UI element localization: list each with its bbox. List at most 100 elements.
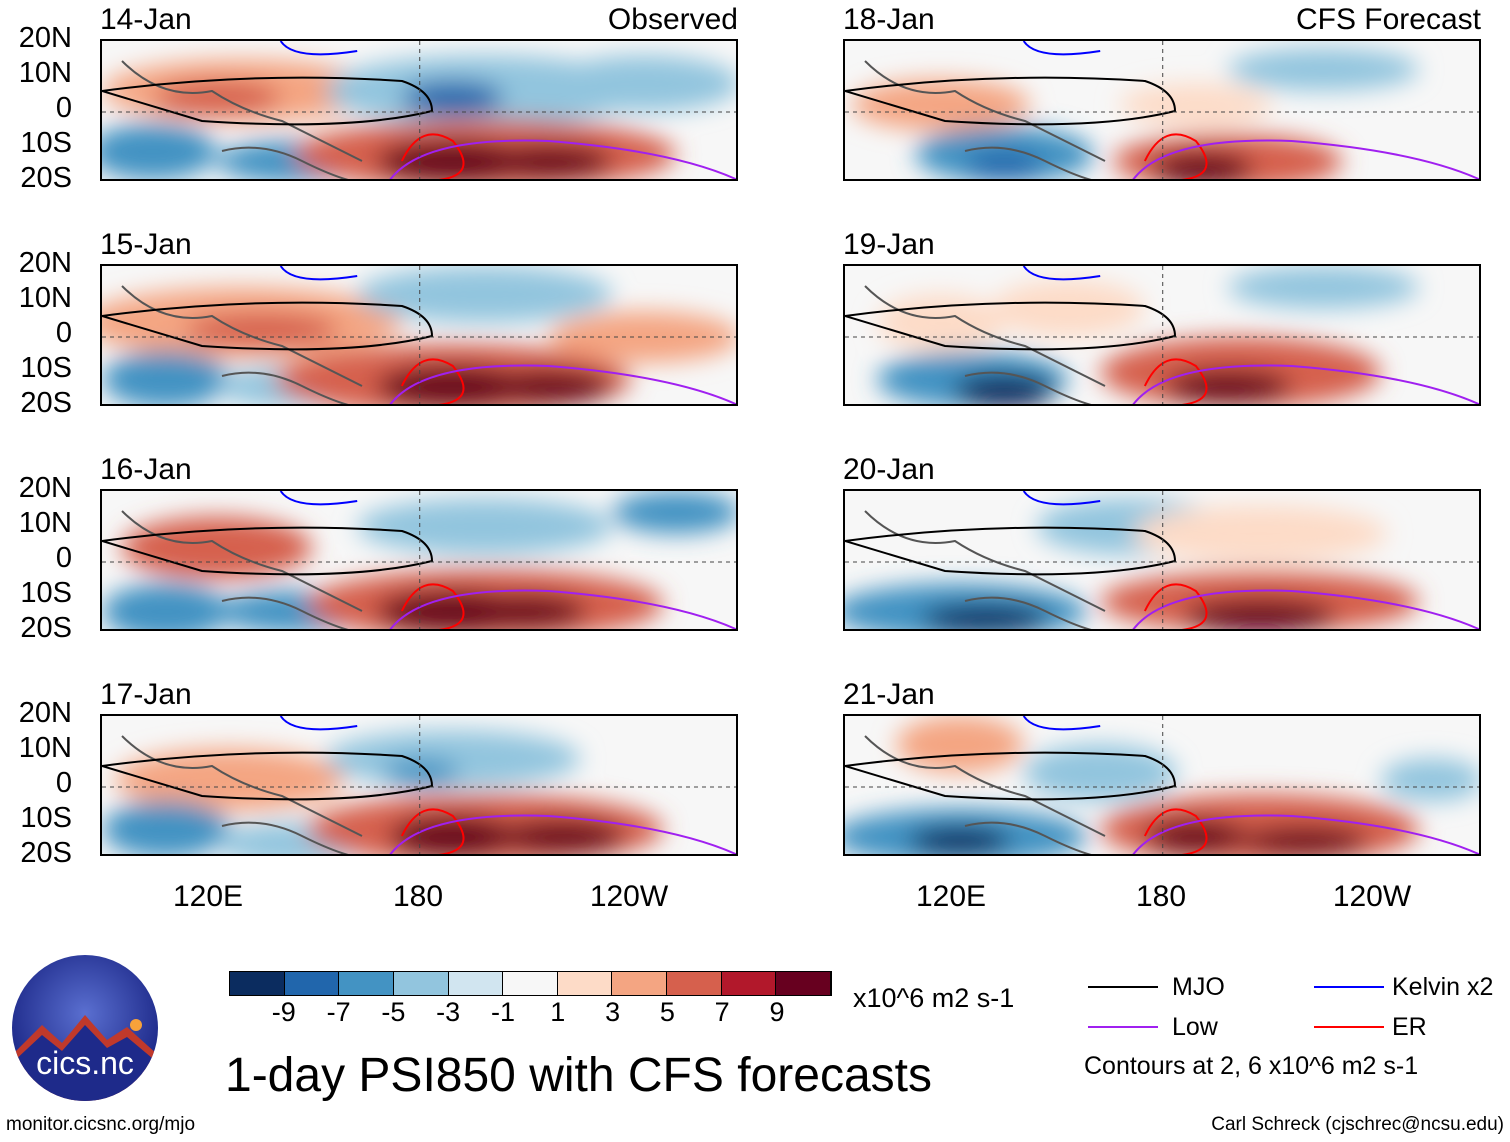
mjo-contour [102,526,434,576]
colorbar-swatch [339,972,394,995]
anomaly-region [459,594,587,629]
panel-date: 15-Jan [100,228,192,261]
lat-label: 0 [55,92,72,124]
anomaly-region [1144,819,1247,854]
colorbar-units: x10^6 m2 s-1 [853,983,1015,1013]
anomaly-region [357,266,613,323]
colorbar-swatch [284,972,340,995]
colorbar-label: -9 [271,997,296,1027]
colorbar-label: 9 [769,997,785,1027]
legend-line-er [1314,1026,1384,1028]
legend-label-mjo: MJO [1172,973,1225,1001]
anomaly-region [1164,369,1292,404]
panel-title: CFS Forecast [1295,3,1481,36]
colorbar-label: 5 [659,997,675,1027]
colorbar-label: 3 [605,997,621,1027]
legend-line-low [1088,1026,1158,1028]
colorbar-swatch [448,972,504,995]
panel-date: 14-Jan [100,3,192,36]
anomaly-region [1132,505,1388,562]
lat-label: 20S [20,612,72,644]
legend-note: Contours at 2, 6 x10^6 m2 s-1 [1084,1052,1419,1080]
coastline [121,285,363,404]
lat-label: 20S [20,837,72,869]
colorbar-label: 1 [550,997,566,1027]
anomaly-region [548,311,736,363]
lat-label: 10S [20,802,72,834]
lon-label: 180 [392,880,444,913]
lat-label: 20S [20,387,72,419]
lat-label: 20N [18,247,72,279]
anomaly-region [991,280,1145,337]
map-panel [100,264,738,406]
anomaly-region [953,373,1056,404]
lat-label: 20N [18,22,72,54]
colorbar-label: -7 [326,997,351,1027]
lat-label: 10N [18,732,72,764]
legend-label-low: Low [1172,1013,1218,1041]
anomaly-region [1227,48,1420,91]
colorbar-swatch [230,972,285,995]
anomaly-region [1380,758,1479,802]
kelvin-contour [1022,41,1101,56]
anomaly-region [382,758,460,787]
kelvin-contour [279,41,358,56]
low-contour [389,589,736,629]
anomaly-region [121,516,313,580]
kelvin-contour [1022,716,1101,731]
colorbar-swatch [667,972,722,995]
anomaly-region [401,80,504,115]
anomaly-region [851,79,1031,131]
kelvin-contour [279,716,358,731]
cics-logo: cics.nc [12,955,158,1101]
colorbar-swatch [503,972,558,995]
anomaly-region [484,369,613,404]
panel-title: Observed [607,3,738,36]
map-panel [843,39,1481,181]
anomaly-region [153,80,281,115]
kelvin-contour [279,266,358,281]
lat-label: 0 [55,542,72,574]
anomaly-region [102,287,402,359]
legend-line-mjo [1088,986,1158,988]
legend-line-kelvin [1314,986,1384,988]
legend: MJO Kelvin x2 Low ER Contours at 2, 6 x1… [1084,970,1508,1090]
low-contour [1132,589,1479,629]
low-contour [389,364,736,404]
lat-label: 20N [18,697,72,729]
anomaly-region [1151,151,1254,179]
panel-date: 16-Jan [100,453,192,486]
colorbar-swatch [393,972,449,995]
map-panel [100,489,738,631]
colorbar [229,971,832,996]
footer-credit: Carl Schreck (cjschrec@ncsu.edu) [1211,1114,1504,1135]
panel-date: 18-Jan [843,3,935,36]
legend-label-er: ER [1392,1013,1427,1041]
lat-label: 10S [20,577,72,609]
lat-label: 20S [20,162,72,194]
coastline [864,735,1106,854]
anomaly-region [357,498,613,555]
anomaly-region [548,55,736,112]
colorbar-label: -3 [436,997,461,1027]
mjo-contour [845,751,1177,801]
lat-label: 20N [18,472,72,504]
coastline [864,510,1106,629]
anomaly-region [612,491,736,534]
logo-text: cics.nc [36,1045,134,1081]
anomaly-region [497,819,626,854]
lat-label: 10N [18,507,72,539]
colorbar-label: -5 [381,997,406,1027]
anomaly-region [966,151,1043,179]
colorbar-swatch [776,972,832,995]
er-contour [1143,133,1208,179]
mjo-contour [845,526,1177,576]
lat-label: 10S [20,352,72,384]
figure-title: 1-day PSI850 with CFS forecasts [225,1049,932,1102]
anomaly-region [908,826,1011,854]
mjo-contour [102,301,434,351]
anomaly-region [1227,266,1420,309]
map-panel [100,714,738,856]
anomaly-region [114,748,345,812]
